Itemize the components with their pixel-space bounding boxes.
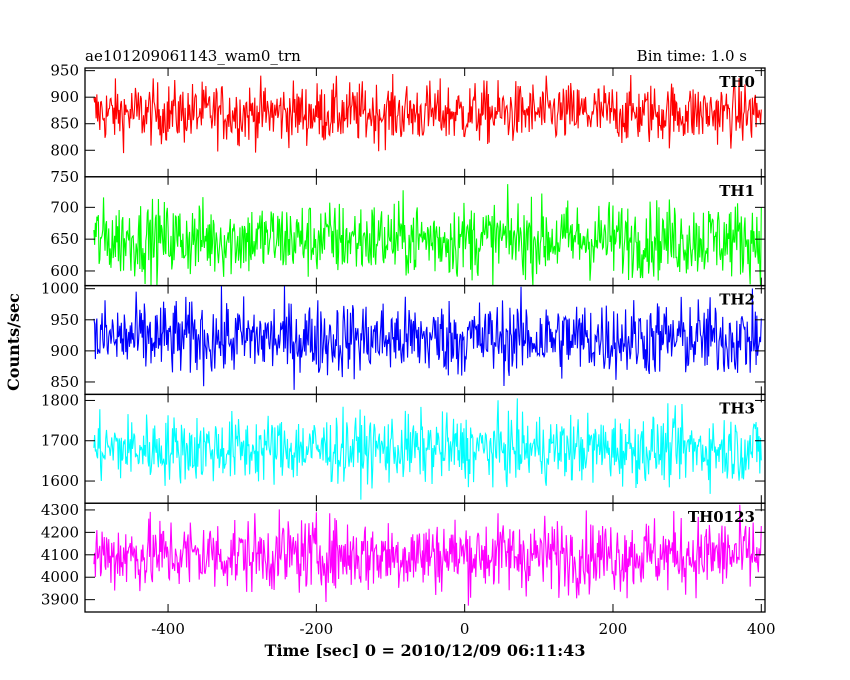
panel-th1: 600 650 700 TH1 [50, 176, 766, 287]
series-line-th2 [93, 285, 762, 390]
panel-th3: 1600 1700 1800 TH3 [41, 391, 766, 504]
panel-frame [84, 502, 766, 613]
x-tick-label: 0 [460, 620, 470, 638]
y-tick-label: 4200 [41, 523, 79, 541]
series-line-th0 [93, 74, 762, 154]
y-tick-label: 3900 [41, 591, 79, 609]
panel-label-th2: TH2 [719, 291, 755, 309]
y-tick-label: 850 [50, 115, 79, 133]
y-tick-label: 600 [50, 262, 79, 280]
panel-th0: 800 850 900 950 750 TH0 [50, 62, 766, 186]
y-tick-label: 4000 [41, 568, 79, 586]
y-tick-label: 800 [50, 141, 79, 159]
series-line-th0123 [93, 504, 762, 606]
series-line-th3 [93, 398, 762, 500]
x-axis: -400 -200 0 200 400 [151, 620, 775, 638]
y-tick-label: 700 [50, 198, 79, 216]
y-tick-label: 1000 [41, 280, 79, 298]
y-tick-label: 1600 [41, 472, 79, 490]
panel-th0123: 3900 4000 4100 4200 4300 TH0123 [41, 501, 766, 613]
x-tick-label: 400 [747, 620, 776, 638]
chart-title: ae101209061143_wam0_trn [85, 47, 301, 65]
bin-time-label: Bin time: 1.0 s [637, 47, 747, 65]
y-tick-label: 650 [50, 230, 79, 248]
y-tick-label: 900 [50, 342, 79, 360]
y-tick-label: 4300 [41, 501, 79, 519]
y-tick-label: 950 [50, 311, 79, 329]
panel-label-th3: TH3 [719, 399, 755, 417]
panel-label-th0: TH0 [719, 73, 755, 91]
panel-th2: 850 900 950 1000 TH2 [41, 280, 766, 396]
x-tick-label: -400 [151, 620, 185, 638]
x-axis-label: Time [sec] 0 = 2010/12/09 06:11:43 [265, 641, 586, 660]
y-tick-label: 950 [50, 62, 79, 80]
y-tick-label: 750 [50, 168, 79, 186]
y-tick-label: 1700 [41, 432, 79, 450]
y-tick-label: 850 [50, 373, 79, 391]
panels-group: 800 850 900 950 750 TH0 600 650 700 TH1 850 900 950 1… [41, 62, 766, 613]
panel-label-th1: TH1 [719, 182, 755, 200]
panel-label-th0123: TH0123 [688, 508, 755, 526]
series-line-th1 [93, 184, 762, 286]
y-tick-label: 1800 [41, 391, 79, 409]
y-axis-label: Counts/sec [4, 293, 23, 391]
x-tick-label: -200 [300, 620, 334, 638]
x-tick-label: 200 [599, 620, 628, 638]
y-tick-label: 4100 [41, 546, 79, 564]
y-tick-label: 900 [50, 88, 79, 106]
